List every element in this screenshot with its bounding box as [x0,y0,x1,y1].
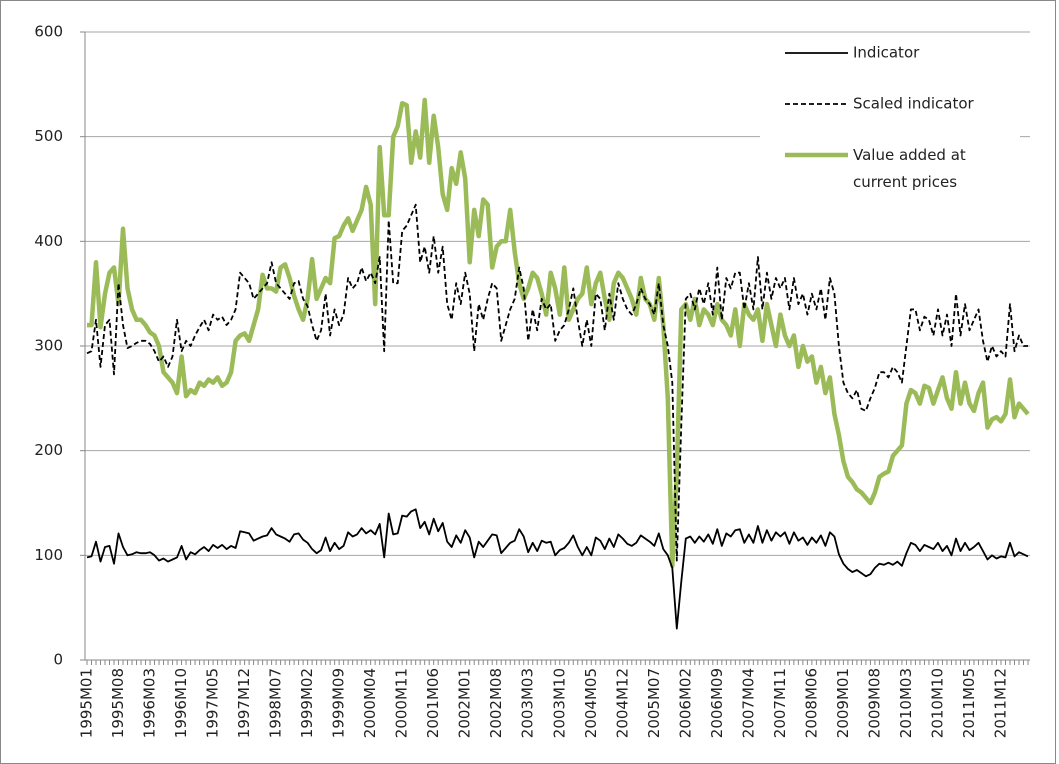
legend-label: Scaled indicator [853,95,975,113]
y-tick-label: 0 [53,651,63,669]
legend-label: Value added at current prices [853,146,966,191]
x-tick-label: 2002M01 [456,668,474,738]
y-tick-label: 500 [34,127,63,145]
x-tick-label: 2002M08 [487,668,505,738]
x-tick-label: 2001M06 [424,668,442,738]
x-tick-label: 2000M04 [361,668,379,738]
x-tick-label: 1998M07 [267,668,285,738]
legend-label: Indicator [853,44,920,62]
y-tick-label: 100 [34,546,63,564]
x-tick-label: 1995M01 [78,668,96,738]
x-tick-label: 2008M06 [802,668,820,738]
x-tick-label: 1995M08 [109,668,127,738]
x-tick-label: 2011M05 [960,668,978,738]
x-tick-label: 2005M07 [645,668,663,738]
series-line [87,97,1030,569]
x-tick-label: 1999M09 [330,668,348,738]
x-tick-label: 2007M11 [771,668,789,738]
y-tick-label: 400 [34,232,63,250]
legend-box [760,36,1020,196]
series-line [86,203,1028,562]
x-tick-label: 2009M01 [834,668,852,738]
x-tick-label: 1996M03 [141,668,159,738]
x-tick-label: 2003M10 [550,668,568,738]
legend-label-line: current prices [853,173,957,191]
y-tick-label: 200 [34,441,63,459]
x-tick-label: 2003M03 [519,668,537,738]
x-tick-label: 2011M12 [991,668,1009,738]
x-tick-label: 1997M12 [235,668,253,738]
x-tick-label: 1996M10 [172,668,190,738]
x-tick-label: 2006M09 [708,668,726,738]
x-tick-label: 2010M10 [928,668,946,738]
x-tick-label: 2004M05 [582,668,600,738]
x-tick-label: 1999M02 [298,668,316,738]
series-line [86,508,1029,630]
x-tick-label: 2010M03 [897,668,915,738]
x-tick-label: 2004M12 [613,668,631,738]
x-tick-label: 2009M08 [865,668,883,738]
y-tick-label: 600 [34,23,63,41]
x-tick-label: 1997M05 [204,668,222,738]
y-tick-label: 300 [34,337,63,355]
legend-label-line: Value added at [853,146,966,164]
x-tick-label: 2007M04 [739,668,757,738]
x-tick-label: 2000M11 [393,668,411,738]
x-tick-label: 2006M02 [676,668,694,738]
